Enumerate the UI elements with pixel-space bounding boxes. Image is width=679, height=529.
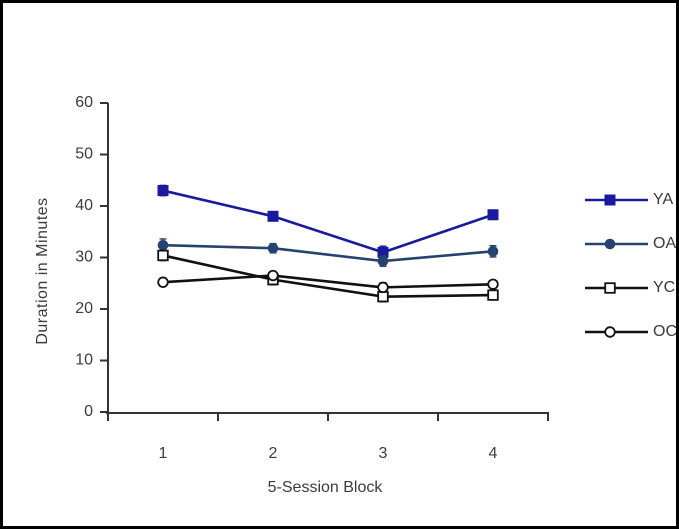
- series-oa: [157, 238, 499, 267]
- y-tick-label: 30: [75, 249, 93, 266]
- legend-item-oa: OA: [584, 235, 677, 252]
- marker-open-circle: [267, 269, 279, 282]
- y-tick-label: 20: [75, 300, 93, 317]
- legend-label: YA: [653, 191, 674, 208]
- marker-filled-square: [377, 246, 389, 258]
- marker-open-square: [604, 282, 616, 294]
- legend-label: OA: [653, 235, 677, 252]
- x-tick-label: 4: [489, 445, 498, 462]
- marker-open-square: [157, 249, 169, 262]
- series-line: [162, 254, 494, 298]
- marker-filled-circle: [267, 242, 279, 254]
- x-tick-label: 3: [379, 445, 388, 462]
- marker-open-square: [377, 290, 389, 303]
- x-tick-label: 2: [269, 445, 278, 462]
- legend-marker-open-circle-icon: [585, 326, 648, 338]
- legend-marker-filled-square-icon: [585, 194, 648, 206]
- marker-filled-circle: [604, 238, 616, 250]
- y-axis-title: Duration in Minutes: [34, 197, 51, 345]
- marker-filled-square: [487, 209, 499, 221]
- y-tick-label: 50: [75, 146, 93, 163]
- series-line: [162, 243, 494, 263]
- marker-filled-circle: [157, 239, 169, 251]
- legend-marker-filled-circle-icon: [585, 238, 648, 250]
- y-tick-label: 40: [75, 197, 93, 214]
- series-line: [162, 189, 494, 254]
- marker-open-circle: [157, 276, 169, 288]
- x-axis-title: 5-Session Block: [267, 479, 383, 496]
- series-oc: [157, 269, 499, 294]
- marker-filled-circle: [377, 255, 389, 267]
- legend-marker-open-square-icon: [585, 282, 648, 294]
- y-tick-label: 0: [84, 403, 93, 420]
- series-line: [162, 274, 494, 289]
- legend-item-oc: OC: [584, 323, 677, 340]
- series-yc: [157, 249, 499, 303]
- legend-label: OC: [653, 323, 677, 340]
- legend-item-ya: YA: [584, 191, 676, 208]
- legend-item-yc: YC: [584, 279, 676, 296]
- marker-filled-square: [267, 210, 279, 222]
- marker-filled-square: [604, 194, 616, 206]
- y-tick-label: 10: [75, 352, 93, 369]
- marker-filled-circle: [487, 246, 499, 257]
- x-tick-label: 1: [159, 445, 168, 462]
- marker-open-circle: [604, 326, 616, 338]
- legend-label: YC: [653, 279, 676, 296]
- legend: YA OA YC OC: [584, 191, 677, 368]
- marker-open-square: [487, 289, 499, 301]
- line-chart-canvas: 0 10 20 30 40 50 60 1 2 3 4: [75, 94, 549, 462]
- y-tick-label: 60: [75, 94, 93, 111]
- marker-filled-square: [157, 185, 169, 197]
- marker-open-circle: [487, 278, 499, 290]
- marker-open-circle: [377, 281, 389, 294]
